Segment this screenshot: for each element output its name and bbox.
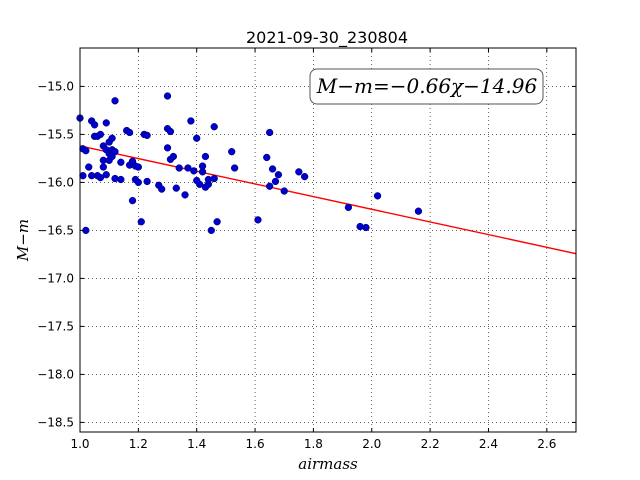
y-tick-labels: −15.0 −15.5 −16.0 −16.5 −17.0 −17.5 −18.0 −18.5: [37, 79, 74, 429]
data-point: [163, 144, 172, 152]
data-point: [143, 177, 151, 186]
data-point: [373, 192, 382, 200]
data-point: [108, 134, 116, 142]
y-axis-label: M−m: [14, 219, 32, 262]
data-point: [230, 164, 239, 172]
fit-annotation: M−m=−0.66χ−14.96: [309, 68, 544, 105]
y-tick-label: −16.0: [37, 175, 74, 189]
data-point: [90, 121, 99, 129]
x-tick-label: 2.0: [362, 437, 381, 451]
x-axis-label: airmass: [298, 455, 358, 473]
annotation-text: M−m=−0.66χ−14.96: [316, 74, 538, 98]
annotation-box: [309, 68, 544, 105]
data-point: [184, 164, 192, 172]
data-point: [274, 171, 283, 179]
data-point: [414, 207, 423, 215]
data-point: [96, 130, 105, 139]
data-point: [263, 153, 271, 162]
x-tick-label: 2.6: [537, 437, 556, 451]
data-point: [295, 168, 303, 176]
x-tick-label: 2.2: [421, 437, 440, 451]
data-point: [163, 92, 172, 100]
x-tick-label: 1.2: [129, 437, 148, 451]
data-point: [85, 163, 93, 171]
data-point: [82, 147, 90, 155]
data-point: [271, 177, 280, 186]
y-tick-label: −15.5: [37, 127, 74, 141]
data-point: [344, 203, 353, 212]
data-point: [193, 134, 201, 142]
data-point: [210, 174, 218, 183]
data-point: [228, 148, 236, 156]
data-point: [204, 180, 213, 188]
data-point: [99, 163, 107, 171]
data-point: [181, 191, 189, 199]
fit-line-group: [79, 145, 577, 255]
data-point: [254, 216, 262, 224]
data-point: [96, 173, 105, 182]
data-point: [111, 97, 119, 105]
data-point: [166, 127, 175, 136]
data-point: [265, 128, 274, 137]
data-point: [102, 171, 110, 179]
data-point: [268, 165, 277, 173]
data-point: [201, 152, 210, 161]
x-tick-label: 1.4: [187, 437, 206, 451]
y-tick-label: −17.0: [37, 271, 74, 285]
data-point: [134, 163, 143, 171]
data-point: [301, 172, 309, 181]
data-point: [187, 117, 195, 125]
data-point: [137, 218, 145, 226]
data-point: [117, 158, 125, 166]
data-point: [195, 180, 204, 188]
data-point: [190, 167, 198, 175]
data-point: [102, 119, 110, 127]
data-point: [111, 148, 119, 156]
data-point: [362, 223, 370, 232]
x-tick-labels: 1.0 1.2 1.4 1.6 1.8 2.0 2.2 2.4 2.6: [70, 437, 556, 451]
y-tick-label: −17.5: [37, 319, 74, 333]
x-tick-label: 1.8: [304, 437, 323, 451]
data-point: [158, 185, 166, 193]
data-point: [210, 123, 218, 131]
data-point: [125, 128, 134, 137]
x-tick-label: 1.0: [70, 437, 89, 451]
data-point: [213, 218, 221, 226]
fit-line: [79, 145, 577, 255]
data-point: [143, 131, 151, 140]
data-point: [128, 196, 137, 205]
y-tick-label: −16.5: [37, 223, 74, 237]
data-points: [76, 92, 423, 235]
data-point: [207, 226, 215, 235]
data-point: [134, 178, 143, 187]
x-tick-label: 1.6: [246, 437, 265, 451]
data-point: [280, 187, 288, 195]
data-point: [198, 168, 207, 176]
grid: [79, 48, 576, 432]
data-point: [169, 152, 178, 161]
data-point: [265, 182, 274, 190]
y-tick-label: −18.0: [37, 367, 74, 381]
chart-title: 2021-09-30_230804: [246, 28, 408, 48]
data-point: [117, 175, 125, 184]
data-point: [175, 164, 183, 172]
y-tick-label: −18.5: [37, 415, 74, 429]
x-tick-label: 2.4: [479, 437, 498, 451]
data-point: [79, 172, 87, 180]
data-point: [172, 184, 180, 192]
axis-ticks: [79, 48, 576, 432]
plot-frame: [79, 47, 577, 433]
y-tick-label: −15.0: [37, 79, 74, 93]
